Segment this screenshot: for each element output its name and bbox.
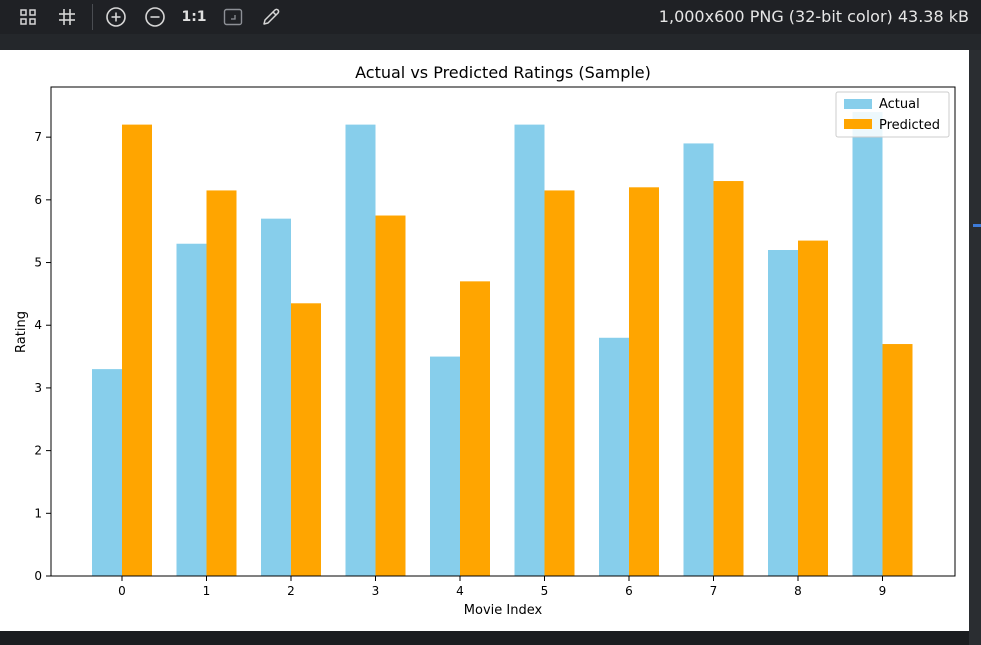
chart-title: Actual vs Predicted Ratings (Sample) (355, 63, 651, 82)
crop-grid-icon[interactable] (55, 5, 79, 29)
fit-window-icon[interactable] (221, 5, 245, 29)
bar-actual-1 (176, 243, 207, 576)
bar-predicted-1 (206, 190, 237, 576)
y-tick-label: 2 (34, 444, 42, 458)
bar-actual-7 (683, 143, 714, 576)
right-panel-edge (969, 50, 981, 645)
x-tick-label: 2 (287, 584, 295, 598)
x-tick-label: 3 (372, 584, 380, 598)
viewer-toolbar: 1:1 1,000x600 PNG (32-bit color) 43.38 k… (0, 0, 981, 34)
y-tick-label: 4 (34, 318, 42, 332)
x-tick-label: 8 (794, 584, 802, 598)
bar-actual-2 (261, 218, 291, 576)
bar-chart: Actual vs Predicted Ratings (Sample) 0 1 2… (14, 63, 956, 618)
x-tick-label: 9 (879, 584, 887, 598)
y-tick-label: 5 (34, 256, 42, 270)
file-info-label: 1,000x600 PNG (32-bit color) 43.38 kB (658, 7, 969, 26)
bar-actual-4 (430, 356, 460, 576)
y-tick-label: 1 (34, 506, 42, 520)
x-tick-label: 7 (710, 584, 718, 598)
y-tick-label: 6 (34, 193, 42, 207)
x-tick-label: 6 (625, 584, 633, 598)
bar-actual-6 (599, 337, 629, 576)
bar-actual-3 (345, 124, 376, 576)
y-tick-label: 7 (34, 130, 42, 144)
bar-predicted-7 (713, 181, 744, 577)
bar-actual-5 (514, 124, 545, 576)
bottom-bar (0, 631, 969, 645)
bar-predicted-3 (375, 215, 406, 576)
y-axis-label: Rating (14, 311, 29, 353)
legend-predicted-label: Predicted (879, 118, 940, 133)
eyedropper-icon[interactable] (259, 5, 283, 29)
bar-predicted-5 (544, 190, 575, 576)
bar-predicted-8 (798, 240, 828, 576)
y-tick-label: 3 (34, 381, 42, 395)
legend-actual-swatch (844, 99, 872, 109)
zoom-in-icon[interactable] (104, 5, 128, 29)
x-tick-label: 0 (118, 584, 126, 598)
canvas-background (0, 34, 981, 50)
legend: Actual Predicted (835, 91, 950, 138)
bar-actual-0 (92, 369, 122, 576)
image-preview: Actual vs Predicted Ratings (Sample) 0 1 2… (0, 50, 969, 631)
plot-frame (50, 86, 956, 577)
bar-predicted-0 (122, 124, 152, 576)
bar-predicted-4 (460, 281, 490, 576)
toolbar-separator (92, 4, 93, 30)
zoom-out-icon[interactable] (143, 5, 167, 29)
y-axis: 0 1 2 3 4 5 6 7 (34, 130, 51, 583)
bar-predicted-2 (291, 303, 321, 576)
x-tick-label: 4 (456, 584, 464, 598)
bars-group (92, 112, 913, 577)
legend-actual-label: Actual (879, 97, 920, 112)
bar-predicted-9 (882, 344, 913, 576)
x-axis: 0 1 2 3 4 5 6 7 8 9 (118, 576, 886, 598)
panel-accent (973, 224, 981, 227)
bar-actual-9 (852, 112, 883, 577)
x-tick-label: 1 (203, 584, 211, 598)
bar-actual-8 (768, 250, 798, 576)
x-axis-label: Movie Index (464, 603, 543, 618)
bar-predicted-6 (629, 187, 659, 577)
zoom-actual-size-button[interactable]: 1:1 (181, 9, 207, 25)
grid-view-icon[interactable] (16, 5, 40, 29)
legend-predicted-swatch (844, 119, 872, 129)
x-tick-label: 5 (541, 584, 549, 598)
y-tick-label: 0 (34, 569, 42, 583)
